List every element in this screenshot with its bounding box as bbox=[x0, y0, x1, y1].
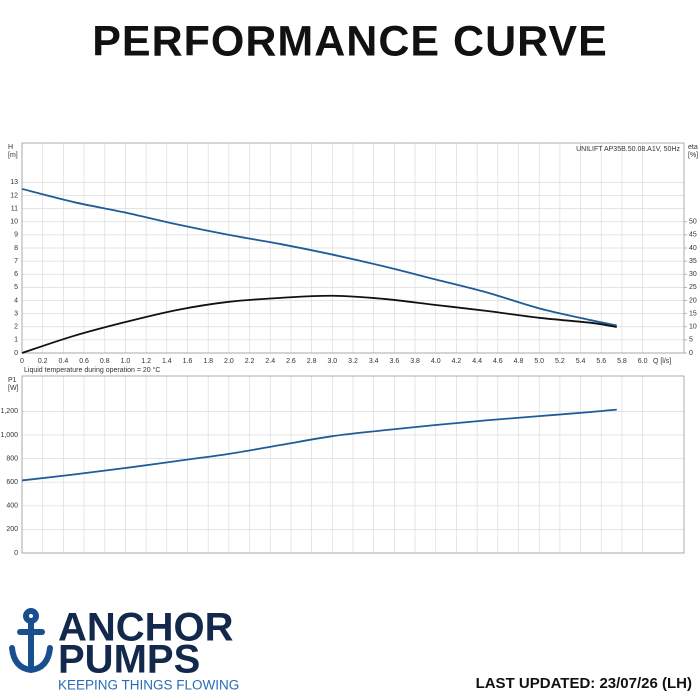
logo-line1: ANCHOR bbox=[58, 606, 234, 650]
x-tick-label: 2.2 bbox=[245, 358, 255, 365]
curve bbox=[21, 188, 617, 327]
y-tick-label: 5 bbox=[14, 284, 18, 291]
x-tick-label: 0.6 bbox=[79, 358, 89, 365]
x-tick-label: 5.2 bbox=[555, 358, 565, 365]
page-title: PERFORMANCE CURVE bbox=[92, 17, 608, 65]
x-tick-label: 1.2 bbox=[141, 358, 151, 365]
y2-tick-label: 45 bbox=[689, 232, 697, 239]
y-tick-label: 1 bbox=[14, 337, 18, 344]
x-tick-label: 2.6 bbox=[286, 358, 296, 365]
x-tick-label: 0.2 bbox=[38, 358, 48, 365]
y-tick-label: 1,000 bbox=[0, 432, 18, 439]
x-tick-label: 1.8 bbox=[203, 358, 213, 365]
y-axis-label: P1 bbox=[8, 377, 17, 384]
x-tick-label: 4.6 bbox=[493, 358, 503, 365]
y2-tick-label: 50 bbox=[689, 219, 697, 226]
y-tick-label: 200 bbox=[6, 526, 18, 533]
y2-tick-label: 5 bbox=[689, 337, 693, 344]
x-tick-label: 0.4 bbox=[59, 358, 69, 365]
y-axis-unit: [W] bbox=[8, 385, 19, 392]
y2-tick-label: 20 bbox=[689, 297, 697, 304]
y-tick-label: 12 bbox=[10, 192, 18, 199]
x-tick-label: 2.4 bbox=[265, 358, 275, 365]
y-tick-label: 7 bbox=[14, 258, 18, 265]
y2-tick-label: 30 bbox=[689, 271, 697, 278]
y-axis-unit: [m] bbox=[8, 152, 18, 159]
x-tick-label: 0 bbox=[20, 358, 24, 365]
y-tick-label: 0 bbox=[14, 350, 18, 357]
x-tick-label: 5.0 bbox=[534, 358, 544, 365]
y-tick-label: 10 bbox=[10, 219, 18, 226]
y-tick-label: 8 bbox=[14, 245, 18, 252]
x-tick-label: 0.8 bbox=[100, 358, 110, 365]
y-tick-label: 800 bbox=[6, 455, 18, 462]
y2-axis-unit: [%] bbox=[688, 152, 698, 159]
x-tick-label: 3.8 bbox=[410, 358, 420, 365]
y-tick-label: 3 bbox=[14, 310, 18, 317]
x-tick-label: 5.4 bbox=[576, 358, 586, 365]
x-tick-label: 4.2 bbox=[452, 358, 462, 365]
y-tick-label: 9 bbox=[14, 232, 18, 239]
x-tick-label: 4.0 bbox=[431, 358, 441, 365]
x-tick-label: 3.0 bbox=[327, 358, 337, 365]
logo-tagline: KEEPING THINGS FLOWING bbox=[58, 678, 239, 693]
subtitle: Liquid temperature during operation = 20… bbox=[24, 366, 160, 374]
y2-axis-label: eta bbox=[688, 144, 698, 151]
y2-tick-label: 40 bbox=[689, 245, 697, 252]
y2-tick-label: 10 bbox=[689, 324, 697, 331]
logo-icon bbox=[9, 608, 53, 674]
annotation: UNILIFT AP35B.50.08.A1V, 50Hz bbox=[576, 146, 680, 153]
y2-tick-label: 15 bbox=[689, 310, 697, 317]
curve bbox=[21, 408, 617, 482]
y-tick-label: 0 bbox=[14, 550, 18, 557]
y-tick-label: 11 bbox=[11, 205, 18, 212]
y2-tick-label: 35 bbox=[689, 258, 697, 265]
y-tick-label: 600 bbox=[6, 479, 18, 486]
y-tick-label: 2 bbox=[14, 324, 18, 331]
y-axis-label: H bbox=[8, 144, 13, 151]
x-tick-label: 6.0 bbox=[638, 358, 648, 365]
y2-tick-label: 25 bbox=[689, 284, 697, 291]
curve bbox=[21, 294, 617, 354]
x-tick-label: 1.4 bbox=[162, 358, 172, 365]
y-tick-label: 13 bbox=[10, 179, 18, 186]
x-tick-label: 1.6 bbox=[183, 358, 193, 365]
plot-frame bbox=[21, 142, 685, 354]
x-tick-label: 2.0 bbox=[224, 358, 234, 365]
plot-frame bbox=[21, 375, 685, 554]
last-updated: LAST UPDATED: 23/07/26 (LH) bbox=[476, 675, 692, 692]
x-axis-label: Q [l/s] bbox=[653, 358, 671, 365]
x-tick-label: 3.6 bbox=[390, 358, 400, 365]
x-tick-label: 3.4 bbox=[369, 358, 379, 365]
y2-tick-label: 0 bbox=[689, 350, 693, 357]
x-tick-label: 4.4 bbox=[472, 358, 482, 365]
y-tick-label: 4 bbox=[14, 297, 18, 304]
y-tick-label: 1,200 bbox=[0, 408, 18, 415]
y-tick-label: 6 bbox=[14, 271, 18, 278]
x-tick-label: 5.6 bbox=[596, 358, 606, 365]
x-tick-label: 2.8 bbox=[307, 358, 317, 365]
logo-line2: PUMPS bbox=[58, 638, 200, 682]
x-tick-label: 1.0 bbox=[121, 358, 131, 365]
x-tick-label: 5.8 bbox=[617, 358, 627, 365]
x-tick-label: 4.8 bbox=[514, 358, 524, 365]
x-tick-label: 3.2 bbox=[348, 358, 358, 365]
y-tick-label: 400 bbox=[6, 503, 18, 510]
